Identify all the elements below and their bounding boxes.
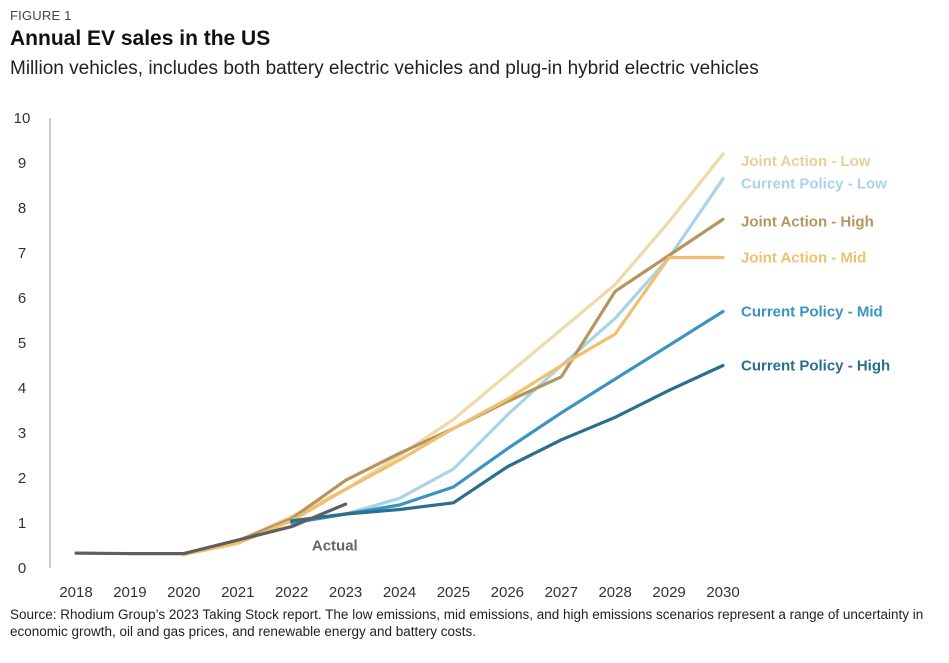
series-label-current-policy-mid: Current Policy - Mid [741, 304, 883, 321]
series-label-joint-action-low: Joint Action - Low [741, 153, 871, 170]
x-tick-label: 2022 [275, 584, 308, 601]
source-note: Source: Rhodium Group’s 2023 Taking Stoc… [10, 607, 924, 639]
x-tick-label: 2018 [59, 584, 92, 601]
y-tick-label: 3 [18, 425, 26, 442]
x-tick-label: 2023 [329, 584, 362, 601]
figure-label: FIGURE 1 [10, 8, 72, 23]
x-tick-label: 2024 [383, 584, 416, 601]
y-tick-label: 5 [18, 335, 26, 352]
y-tick-label: 6 [18, 290, 26, 307]
series-lines [74, 152, 725, 557]
series-line-current-policy-mid [290, 309, 725, 525]
x-tick-label: 2027 [545, 584, 578, 601]
y-tick-label: 0 [18, 560, 26, 577]
y-tick-label: 8 [18, 200, 26, 217]
series-label-joint-action-high: Joint Action - High [741, 214, 874, 231]
y-tick-label: 10 [14, 110, 31, 127]
y-tick-label: 7 [18, 245, 26, 262]
series-line-joint-action-mid [182, 255, 725, 557]
series-line-current-policy-low [290, 177, 725, 525]
x-tick-label: 2019 [113, 584, 146, 601]
x-tick-label: 2030 [706, 584, 739, 601]
x-tick-label: 2021 [221, 584, 254, 601]
y-tick-label: 4 [18, 380, 26, 397]
series-line-actual [74, 502, 348, 556]
chart-subtitle: Million vehicles, includes both battery … [10, 58, 759, 79]
chart-axes: 0 1 2 3 4 5 6 7 8 9 10 2018 2019 2020 2021 2022 2023 2024… [14, 110, 740, 601]
series-label-current-policy-low: Current Policy - Low [741, 175, 887, 192]
series-label-current-policy-high: Current Policy - High [741, 358, 890, 375]
x-tick-label: 2028 [598, 584, 631, 601]
x-tick-label: 2029 [652, 584, 685, 601]
chart-title: Annual EV sales in the US [10, 27, 271, 50]
x-tick-label: 2025 [437, 584, 470, 601]
y-tick-label: 1 [18, 515, 26, 532]
x-tick-label: 2026 [491, 584, 524, 601]
y-tick-label: 2 [18, 470, 26, 487]
annotation-actual: Actual [312, 538, 358, 555]
series-labels: Joint Action - Low Current Policy - Low Jo… [312, 153, 890, 555]
series-label-joint-action-mid: Joint Action - Mid [741, 250, 866, 267]
y-tick-label: 9 [18, 155, 26, 172]
series-line-current-policy-high [290, 363, 725, 523]
x-tick-label: 2020 [167, 584, 200, 601]
series-line-joint-action-low [182, 152, 725, 557]
